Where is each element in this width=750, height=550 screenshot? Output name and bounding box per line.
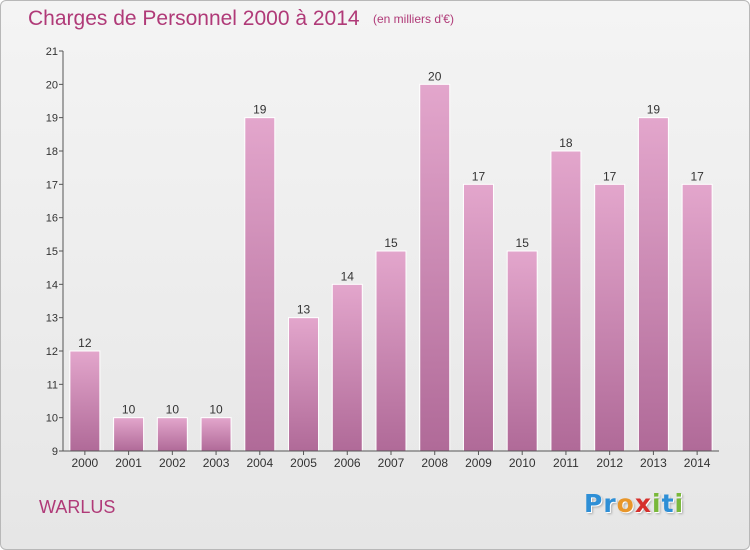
x-tick-label: 2005 [290,456,317,470]
y-tick-label: 14 [46,279,58,291]
logo-letter: P [584,489,604,518]
y-tick-label: 10 [46,413,58,425]
bar [681,183,713,452]
x-tick-label: 2011 [553,456,579,470]
y-tick-label: 9 [52,446,58,458]
bar [156,417,188,452]
bar [419,83,451,452]
x-tick-label: 2007 [378,456,405,470]
x-tick-label: 2002 [159,456,186,470]
y-tick-label: 13 [46,313,58,325]
x-tick-label: 2010 [509,456,536,470]
bar-value-label: 19 [647,103,661,117]
logo-letter: x [634,489,652,518]
x-tick-label: 2012 [596,456,623,470]
proxiti-logo: Proxiti [584,489,684,518]
bar-value-label: 17 [690,169,704,183]
x-tick-label: 2000 [72,456,99,470]
bar [288,317,320,452]
bar-value-label: 10 [209,403,223,417]
y-tick-label: 20 [46,79,58,91]
y-tick-label: 11 [47,379,58,391]
bar-value-label: 14 [341,269,355,283]
bar-value-label: 18 [559,136,573,150]
bar [550,150,582,452]
x-tick-label: 2003 [203,456,230,470]
logo-letter: i [674,489,685,518]
bar [331,283,363,452]
x-tick-label: 2004 [246,456,273,470]
bar-value-label: 15 [516,236,530,250]
bar-value-label: 10 [122,403,136,417]
bar [637,117,669,452]
bar [113,417,145,452]
bar-value-label: 20 [428,69,442,83]
bar [69,350,101,452]
logo-letter: o [616,489,635,518]
bar-value-label: 10 [166,403,180,417]
y-tick-label: 21 [46,46,58,58]
bar [375,250,407,452]
y-tick-label: 17 [46,179,58,191]
bar [244,117,276,452]
chart-title: Charges de Personnel 2000 à 2014 [28,7,360,30]
y-tick-label: 19 [46,113,58,125]
y-tick-label: 16 [46,213,58,225]
logo-letter: r [603,489,617,518]
x-tick-label: 2014 [684,456,711,470]
bar [506,250,538,452]
bar [200,417,232,452]
chart-subtitle: (en milliers d'€) [373,12,454,26]
bar [462,183,494,452]
logo-letter: i [652,489,662,518]
x-tick-label: 2001 [115,456,142,470]
bar-value-label: 12 [78,336,92,350]
bar [594,183,626,452]
commune-name: WARLUS [39,497,116,517]
bar-value-label: 17 [603,169,617,183]
x-tick-label: 2009 [465,456,492,470]
bar-value-label: 17 [472,169,486,183]
bar-value-label: 13 [297,303,311,317]
x-tick-label: 2013 [640,456,667,470]
x-tick-label: 2006 [334,456,361,470]
y-tick-label: 15 [46,246,58,258]
bar-value-label: 19 [253,103,267,117]
y-tick-label: 12 [46,346,58,358]
x-tick-label: 2008 [421,456,448,470]
logo-letter: t [661,489,675,518]
bar-value-label: 15 [384,236,398,250]
y-tick-label: 18 [46,146,58,158]
